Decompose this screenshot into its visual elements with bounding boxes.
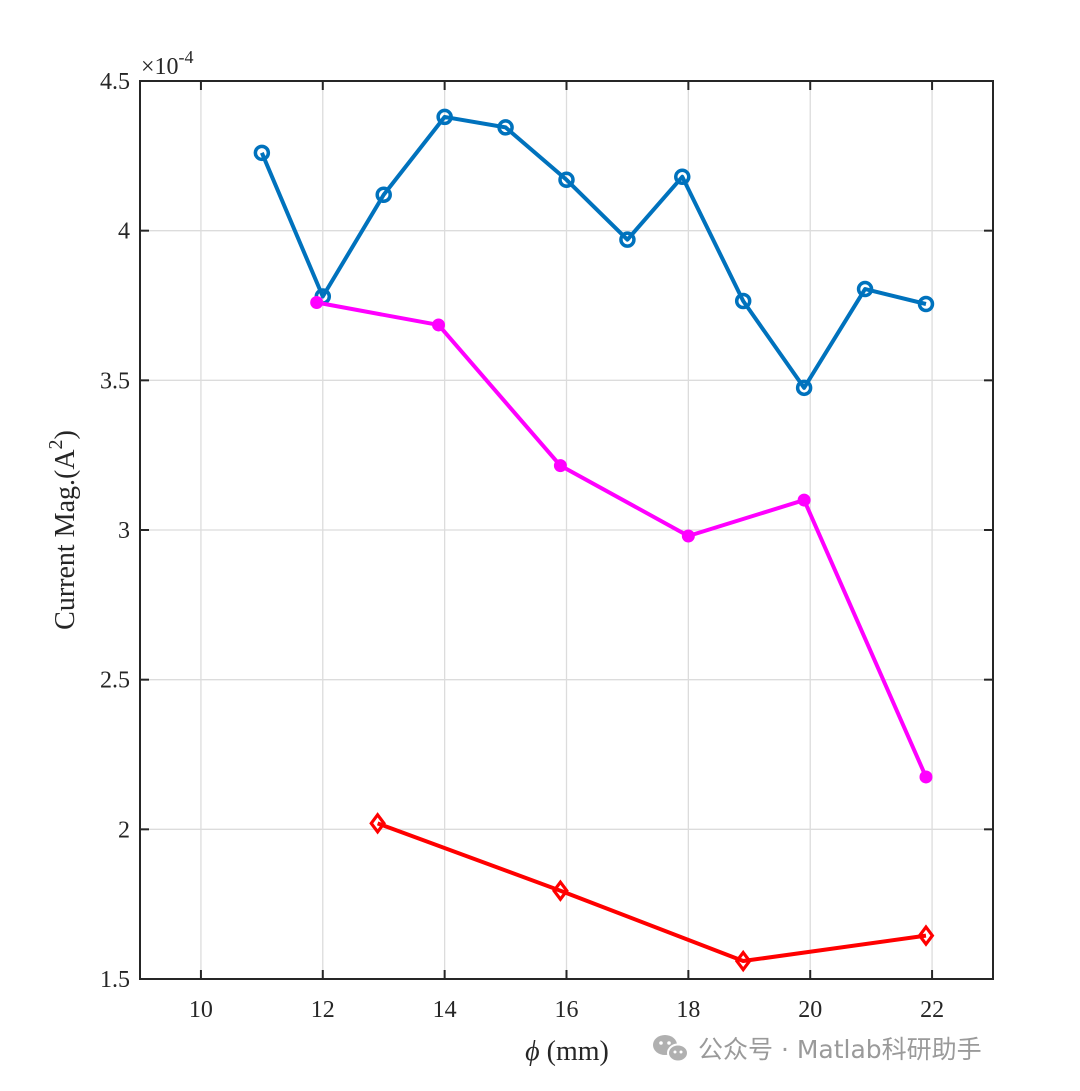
data-point: [734, 949, 752, 973]
data-point: [497, 119, 514, 136]
y-tick-label: 4.5: [100, 69, 130, 95]
data-point: [253, 144, 271, 162]
series-line: [376, 821, 927, 964]
x-tick-label: 10: [189, 997, 213, 1023]
data-point: [797, 493, 811, 507]
y-tick-label: 1.5: [100, 967, 130, 993]
x-tick-label: 22: [920, 997, 944, 1023]
series-2: [310, 296, 933, 784]
series-3: [369, 812, 935, 973]
x-tick-label: 14: [433, 997, 457, 1023]
data-point: [558, 171, 575, 189]
data-point: [674, 168, 691, 186]
data-point: [917, 295, 935, 313]
data-point: [917, 924, 935, 947]
ticks: 10 12 14 16 18 20 22 1.5 2 2.5 3 3.5 4 4.5: [100, 69, 993, 1023]
data-point: [734, 292, 752, 310]
data-point: [310, 296, 324, 310]
series-1: [253, 108, 935, 397]
y-exponent-label: ×10-4: [141, 47, 194, 80]
y-tick-label: 3.5: [100, 368, 130, 394]
watermark-text: 公众号 · Matlab科研助手: [698, 1035, 982, 1064]
series-line: [316, 300, 928, 778]
data-point: [436, 108, 453, 126]
data-point: [553, 459, 567, 473]
data-point: [919, 770, 933, 784]
series-line: [260, 114, 927, 390]
watermark: 公众号 · Matlab科研助手: [653, 1035, 982, 1064]
y-tick-label: 4: [118, 219, 130, 245]
x-tick-label: 12: [311, 997, 335, 1023]
y-tick-label: 2: [118, 817, 130, 843]
x-tick-label: 16: [555, 997, 579, 1023]
data-point: [856, 280, 874, 298]
data-point: [795, 379, 813, 397]
y-axis-label: Current Mag.(A2): [45, 430, 81, 630]
series-layer: [253, 108, 935, 973]
x-tick-label: 18: [676, 997, 700, 1023]
data-point: [552, 879, 569, 902]
grid: [140, 80, 993, 980]
data-point: [619, 231, 636, 248]
y-tick-label: 2.5: [100, 668, 130, 694]
y-tick-label: 3: [118, 518, 130, 544]
x-tick-label: 20: [798, 997, 822, 1023]
data-point: [432, 318, 446, 332]
wechat-icon: [653, 1035, 689, 1063]
x-axis-label: ϕ (mm): [525, 1036, 609, 1067]
data-point: [375, 186, 392, 203]
data-point: [369, 812, 386, 835]
data-point: [681, 529, 695, 543]
